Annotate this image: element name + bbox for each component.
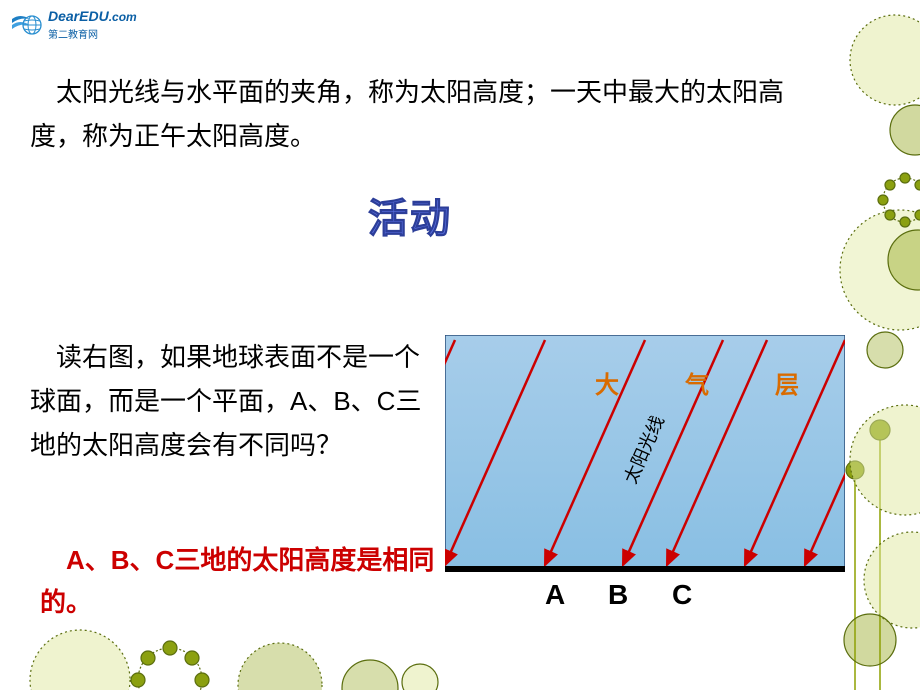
logo-prefix: Dear <box>48 8 79 24</box>
diagram-svg: 大气层太阳光线 <box>445 335 845 575</box>
logo-suffix: EDU <box>79 8 109 24</box>
brand-logo: DearEDU.com 第二教育网 <box>10 8 137 41</box>
paragraph-question: 读右图，如果地球表面不是一个球面，而是一个平面，A、B、C三地的太阳高度会有不同… <box>30 335 430 468</box>
logo-tld: .com <box>109 10 137 24</box>
svg-text:气: 气 <box>684 371 709 399</box>
logo-icon <box>10 9 42 41</box>
logo-cn: 第二教育网 <box>48 26 137 41</box>
paragraph-answer: A、B、C三地的太阳高度是相同的。 <box>40 540 440 623</box>
paragraph-definition: 太阳光线与水平面的夹角，称为太阳高度；一天中最大的太阳高度，称为正午太阳高度。 <box>30 70 790 158</box>
activity-heading: 活动 <box>30 186 790 244</box>
main-content: 太阳光线与水平面的夹角，称为太阳高度；一天中最大的太阳高度，称为正午太阳高度。 … <box>30 70 790 244</box>
abc-labels: A B C <box>545 579 710 611</box>
svg-text:层: 层 <box>775 373 799 399</box>
logo-text: DearEDU.com 第二教育网 <box>48 8 137 41</box>
svg-text:大: 大 <box>595 372 619 399</box>
sunlight-diagram: 大气层太阳光线 A B C <box>445 335 845 575</box>
